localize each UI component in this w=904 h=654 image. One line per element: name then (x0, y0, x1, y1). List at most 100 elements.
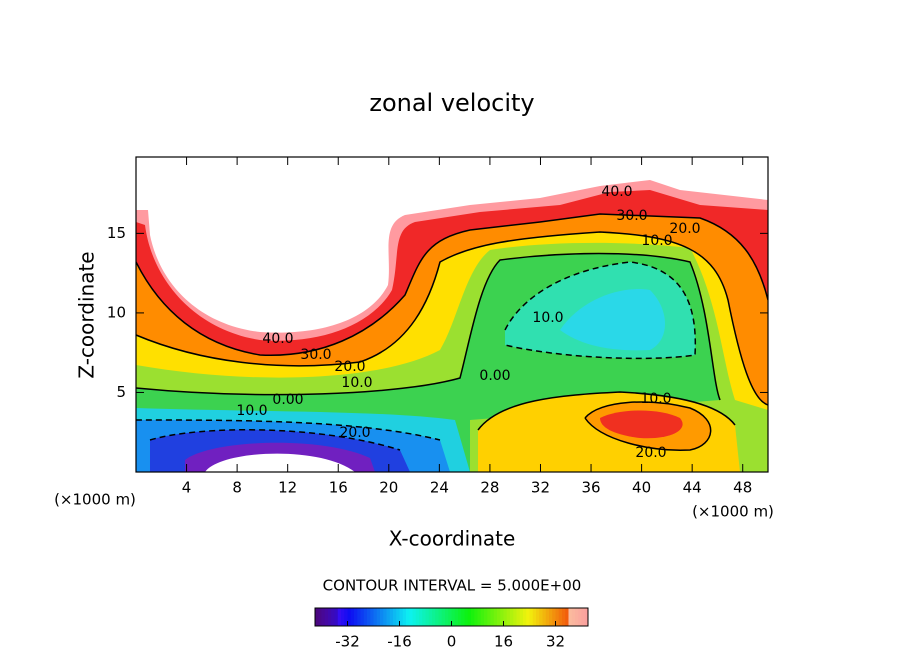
x-unit-label: (×1000 m) (692, 503, 774, 521)
colorbar-swatch (578, 608, 582, 626)
colorbar-swatch (500, 608, 504, 626)
colorbar-swatch (354, 608, 358, 626)
x-tick-label: 40 (632, 479, 651, 497)
colorbar-swatch (328, 608, 332, 626)
colorbar-swatch (519, 608, 524, 626)
colorbar-swatch (399, 608, 404, 626)
colorbar-swatch (480, 608, 485, 626)
colorbar-swatch (396, 608, 400, 626)
colorbar-swatch (318, 608, 322, 626)
colorbar-swatch (386, 608, 391, 626)
colorbar-swatch (464, 608, 469, 626)
colorbar-swatch (438, 608, 443, 626)
colorbar-swatch (425, 608, 430, 626)
colorbar-swatch (503, 608, 508, 626)
contour-interval: CONTOUR INTERVAL = 5.000E+00 (323, 577, 582, 595)
colorbar-swatch (523, 608, 527, 626)
x-tick-label: 36 (581, 479, 600, 497)
y-axis-label: Z-coordinate (75, 251, 99, 378)
contour-label: 40.0 (601, 184, 632, 200)
colorbar-swatch (315, 608, 319, 626)
colorbar-swatch (347, 608, 352, 626)
contour-label: 20.0 (334, 359, 365, 375)
colorbar-swatch (558, 608, 563, 626)
colorbar-swatch (393, 608, 397, 626)
colorbar-swatch (331, 608, 335, 626)
colorbar-swatch (477, 608, 482, 626)
colorbar-tick-label: 16 (494, 633, 513, 651)
colorbar-swatch (419, 608, 423, 626)
x-tick-label: 4 (182, 479, 192, 497)
contour-label: 30.0 (300, 347, 331, 363)
colorbar-swatch (341, 608, 345, 626)
contour-field (136, 180, 768, 472)
colorbar-swatch (357, 608, 361, 626)
colorbar-swatch (389, 608, 394, 626)
colorbar-swatch (571, 608, 576, 626)
colorbar-tick-label: -32 (335, 633, 360, 651)
contour-label: 20.0 (669, 221, 700, 237)
y-tick-label: 15 (107, 224, 126, 242)
y-tick-label: 5 (116, 383, 126, 401)
colorbar-swatch (584, 608, 589, 626)
x-tick-label: 16 (329, 479, 348, 497)
y-tick-label: 10 (107, 303, 126, 321)
colorbar-swatch (497, 608, 501, 626)
colorbar-swatch (549, 608, 553, 626)
x-tick-label: 24 (430, 479, 449, 497)
contour-label: 10.0 (641, 233, 672, 249)
colorbar-swatch (542, 608, 547, 626)
x-tick-label: 20 (379, 479, 398, 497)
colorbar-swatch (510, 608, 514, 626)
contour-label: 0.00 (479, 368, 510, 384)
chart-title: zonal velocity (369, 89, 534, 117)
x-tick-label: 28 (480, 479, 499, 497)
colorbar-swatch (539, 608, 543, 626)
colorbar-swatch (545, 608, 550, 626)
colorbar-swatch (373, 608, 378, 626)
colorbar-swatch (575, 608, 579, 626)
colorbar-swatch (383, 608, 387, 626)
colorbar-swatch (555, 608, 560, 626)
colorbar-swatch (474, 608, 478, 626)
colorbar-swatch (451, 608, 456, 626)
x-tick-label: 48 (733, 479, 752, 497)
colorbar-tick-label: 0 (447, 633, 457, 651)
colorbar-swatch (454, 608, 459, 626)
colorbar-swatch (461, 608, 465, 626)
contour-label: 20.0 (635, 445, 666, 461)
colorbar-swatch (334, 608, 339, 626)
x-tick-label: 8 (232, 479, 242, 497)
colorbar-swatch (412, 608, 417, 626)
plot-frame (135, 156, 769, 473)
x-tick-label: 32 (531, 479, 550, 497)
colorbar-swatch (406, 608, 410, 626)
colorbar-swatch (493, 608, 498, 626)
colorbar-tick-label: -16 (387, 633, 412, 651)
colorbar-swatch (380, 608, 384, 626)
colorbar-swatch (402, 608, 407, 626)
colorbar-swatch (415, 608, 420, 626)
contour-label: 30.0 (616, 208, 647, 224)
contour-label: 10.0 (532, 310, 563, 326)
colorbar-swatch (513, 608, 517, 626)
colorbar-swatch (428, 608, 433, 626)
colorbar-swatch (526, 608, 530, 626)
colorbar-swatch (350, 608, 355, 626)
colorbar-swatch (529, 608, 534, 626)
contour-label: 10.0 (236, 403, 267, 419)
colorbar-swatch (490, 608, 495, 626)
colorbar-swatch (422, 608, 426, 626)
contour-label: 0.00 (272, 392, 303, 408)
colorbar-swatch (581, 608, 586, 626)
colorbar-swatch (516, 608, 521, 626)
colorbar-tick-label: 32 (546, 633, 565, 651)
x-tick-label: 44 (683, 479, 702, 497)
colorbar-swatch (363, 608, 368, 626)
colorbar-swatch (370, 608, 374, 626)
contour-label: 40.0 (262, 331, 293, 347)
colorbar-swatch (471, 608, 475, 626)
x-axis-label: X-coordinate (389, 527, 516, 551)
colorbar-swatch (487, 608, 491, 626)
